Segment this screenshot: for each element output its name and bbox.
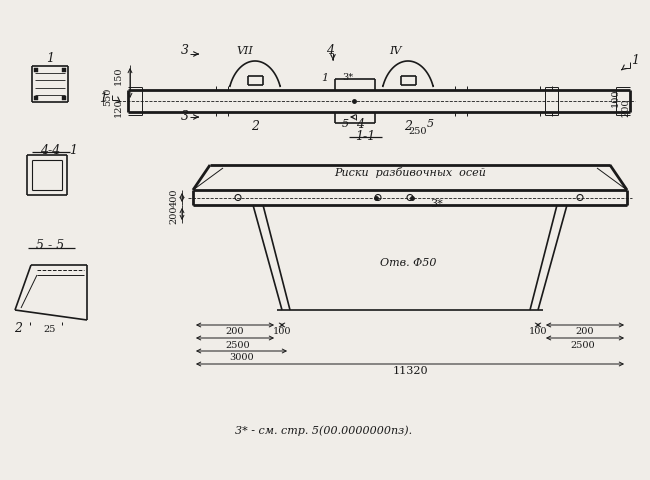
Text: 250: 250 bbox=[409, 126, 427, 135]
Text: 1: 1 bbox=[46, 52, 54, 65]
Text: VII: VII bbox=[237, 46, 254, 56]
Text: 550: 550 bbox=[103, 88, 112, 106]
Bar bbox=[62, 69, 66, 73]
Text: 3*: 3* bbox=[430, 199, 443, 209]
Text: 5: 5 bbox=[426, 119, 434, 129]
Text: 1-1: 1-1 bbox=[355, 129, 375, 142]
Text: 200: 200 bbox=[621, 98, 630, 117]
Text: 1: 1 bbox=[631, 54, 639, 67]
Text: 2500: 2500 bbox=[225, 340, 250, 349]
Text: 100: 100 bbox=[528, 327, 547, 336]
Text: 3000: 3000 bbox=[229, 353, 254, 362]
Text: 5: 5 bbox=[341, 119, 348, 129]
Bar bbox=[62, 97, 66, 101]
Text: 11320: 11320 bbox=[392, 365, 428, 375]
Text: 25: 25 bbox=[44, 324, 56, 333]
Text: 2: 2 bbox=[404, 119, 412, 132]
Text: 100: 100 bbox=[610, 89, 619, 107]
Text: 1: 1 bbox=[322, 73, 328, 83]
Text: Отв. Φ50: Отв. Φ50 bbox=[380, 257, 436, 267]
Text: IV: IV bbox=[389, 46, 401, 56]
Text: 200: 200 bbox=[170, 205, 179, 224]
Text: 400: 400 bbox=[170, 188, 179, 207]
Text: 3* - см. стр. 5(00.0000000пз).: 3* - см. стр. 5(00.0000000пз). bbox=[235, 425, 412, 435]
Text: 200: 200 bbox=[576, 327, 594, 336]
Text: 120: 120 bbox=[114, 98, 122, 117]
Bar bbox=[34, 97, 38, 101]
Text: 4: 4 bbox=[326, 45, 334, 58]
Text: 150: 150 bbox=[114, 67, 122, 85]
Text: 2: 2 bbox=[251, 119, 259, 132]
Text: 2: 2 bbox=[14, 322, 22, 335]
Text: Риски  разбивочных  осей: Риски разбивочных осей bbox=[334, 167, 486, 178]
Text: 1: 1 bbox=[69, 144, 77, 157]
Text: 2500: 2500 bbox=[570, 340, 595, 349]
Text: 5 - 5: 5 - 5 bbox=[36, 239, 64, 252]
Text: 100: 100 bbox=[273, 327, 291, 336]
Text: 3: 3 bbox=[181, 109, 189, 122]
Text: 1: 1 bbox=[99, 92, 107, 105]
Text: 3*: 3* bbox=[343, 72, 354, 81]
Text: 4-4: 4-4 bbox=[40, 144, 60, 157]
Text: 200: 200 bbox=[226, 327, 244, 336]
Text: 4: 4 bbox=[356, 118, 364, 131]
Text: 3: 3 bbox=[181, 45, 189, 58]
Bar bbox=[34, 69, 38, 73]
